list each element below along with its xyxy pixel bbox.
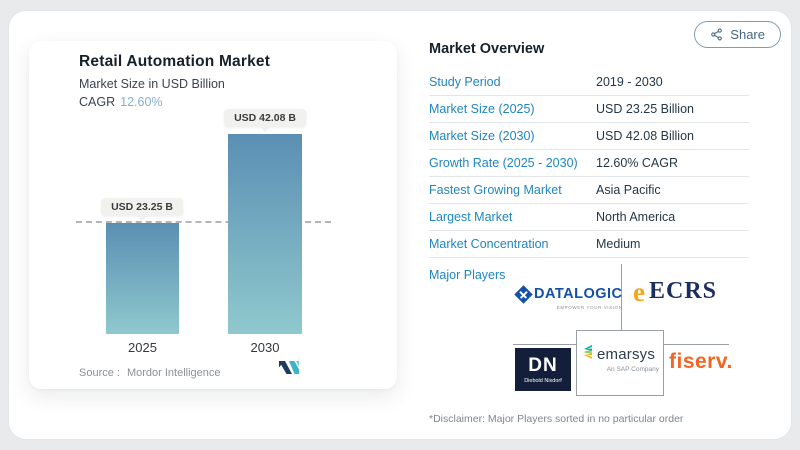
disclaimer-text: *Disclaimer: Major Players sorted in no … [429, 413, 684, 425]
chart-panel: Retail Automation Market Market Size in … [29, 41, 397, 389]
major-players-section: Major Players DATALOGIC EMPOWER YOUR VIS… [429, 264, 749, 401]
ecrs-wordmark: ECRS [648, 278, 718, 304]
cagr-label: CAGR [79, 95, 116, 109]
share-button[interactable]: Share [694, 21, 781, 48]
row-label: Market Size (2025) [429, 102, 535, 116]
row-value: Medium [596, 237, 641, 251]
row-value: 12.60% CAGR [596, 156, 678, 170]
row-label: Growth Rate (2025 - 2030) [429, 156, 578, 170]
players-grid-divider [664, 344, 729, 345]
datalogic-icon [514, 284, 533, 304]
chart-subtitle: Market Size in USD Billion [79, 77, 225, 91]
main-card: Share Retail Automation Market Market Si… [8, 10, 792, 440]
bar-2025[interactable] [106, 223, 179, 334]
callout-pointer [137, 216, 147, 221]
diebold-monogram: DN [528, 354, 558, 376]
row-value: USD 23.25 Billion [596, 102, 694, 116]
row-label: Market Size (2030) [429, 129, 535, 143]
row-label: Largest Market [429, 210, 513, 224]
bar-2030[interactable] [228, 134, 302, 334]
table-row: Largest Market North America [429, 204, 749, 231]
bar-value-callout-2030: USD 42.08 B [224, 109, 306, 132]
bar-value-label: USD 23.25 B [101, 198, 183, 216]
emarsys-icon [581, 344, 593, 365]
table-row: Market Size (2030) USD 42.08 Billion [429, 123, 749, 150]
table-row: Study Period 2019 - 2030 [429, 69, 749, 96]
source-line: Source : Mordor Intelligence [79, 367, 221, 379]
diebold-wordmark: Diebold Nixdorf [524, 377, 562, 384]
table-row: Market Size (2025) USD 23.25 Billion [429, 96, 749, 123]
diebold-nixdorf-logo[interactable]: DN Diebold Nixdorf [515, 348, 571, 391]
row-label: Study Period [429, 75, 501, 89]
chart-cagr: CAGR 12.60% [79, 95, 163, 109]
players-grid-divider [621, 264, 622, 330]
reference-dashed-line [76, 221, 331, 223]
chart-title: Retail Automation Market [79, 53, 271, 70]
source-value: Mordor Intelligence [126, 367, 221, 379]
table-row: Fastest Growing Market Asia Pacific [429, 177, 749, 204]
row-value: 2019 - 2030 [596, 75, 663, 89]
datalogic-tagline: EMPOWER YOUR VISION [556, 305, 623, 310]
row-value: USD 42.08 Billion [596, 129, 694, 143]
row-label: Fastest Growing Market [429, 183, 562, 197]
ecrs-logo[interactable]: e ECRS [633, 278, 717, 305]
row-value: Asia Pacific [596, 183, 661, 197]
row-label: Market Concentration [429, 237, 549, 251]
share-label: Share [730, 27, 765, 42]
row-value: North America [596, 210, 676, 224]
share-icon [710, 28, 723, 41]
overview-title: Market Overview [429, 41, 545, 57]
ecrs-icon: e [633, 276, 645, 307]
x-tick-2025: 2025 [128, 340, 157, 355]
table-row: Market Concentration Medium [429, 231, 749, 258]
cagr-value: 12.60% [120, 95, 163, 109]
emarsys-logo[interactable]: emarsys An SAP Company [581, 344, 659, 373]
datalogic-logo[interactable]: DATALOGIC EMPOWER YOUR VISION [514, 284, 623, 310]
source-label: Source : [79, 367, 120, 379]
fiserv-logo[interactable]: fiserv. [669, 350, 733, 373]
x-tick-2030: 2030 [250, 340, 280, 355]
emarsys-sap-subtext: An SAP Company [606, 366, 659, 373]
bar-value-callout-2025: USD 23.25 B [101, 198, 183, 221]
bar-value-label: USD 42.08 B [224, 109, 306, 127]
mordor-intelligence-logo [278, 359, 300, 381]
table-row: Growth Rate (2025 - 2030) 12.60% CAGR [429, 150, 749, 177]
datalogic-wordmark: DATALOGIC [534, 286, 623, 302]
emarsys-wordmark: emarsys [597, 346, 656, 363]
callout-pointer [260, 127, 270, 132]
market-overview-panel: Market Overview Study Period 2019 - 2030… [429, 41, 749, 425]
bar-chart: USD 23.25 B USD 42.08 B 2025 2030 [29, 41, 397, 389]
players-grid-cell-outline [576, 330, 664, 396]
players-grid-divider [513, 344, 576, 345]
major-players-label: Major Players [429, 268, 506, 282]
